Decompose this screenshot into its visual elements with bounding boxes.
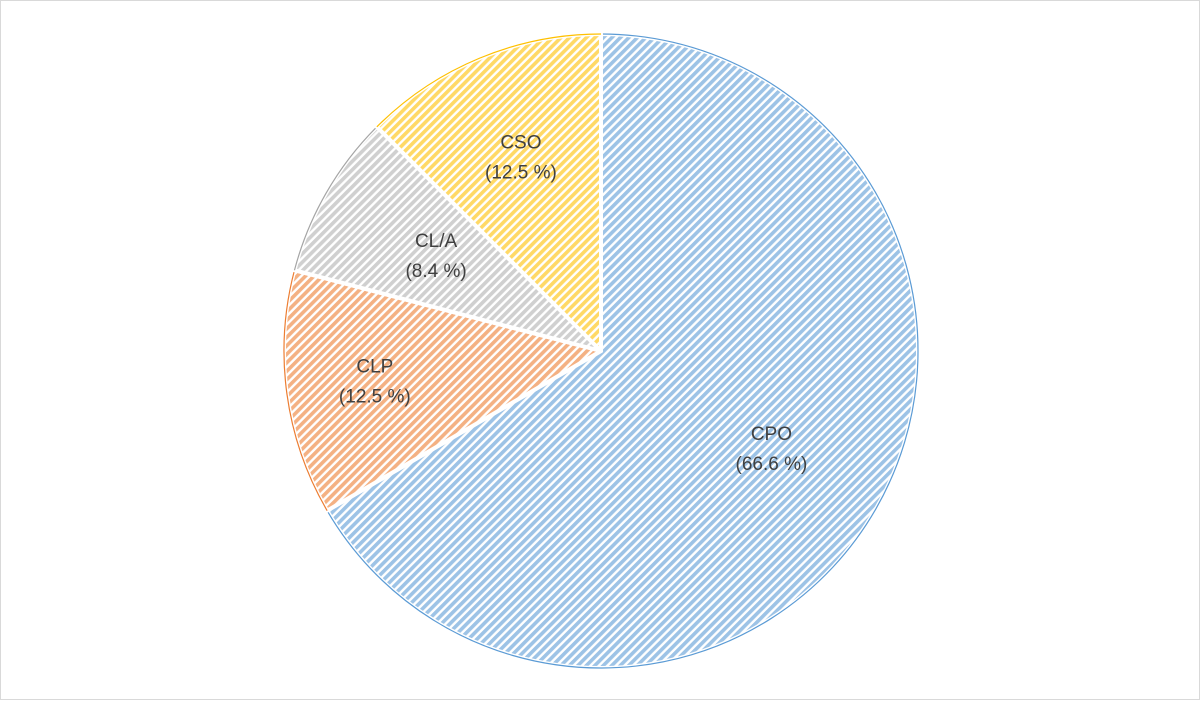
pie-slice-edge <box>376 33 602 128</box>
data-label-percent: (12.5 %) <box>339 387 411 408</box>
data-label-percent: (8.4 %) <box>405 261 466 282</box>
pie-slice-edge <box>326 33 919 669</box>
data-label-name: CSO <box>500 133 541 154</box>
data-label-name: CL/A <box>415 231 458 252</box>
data-label-name: CLP <box>356 357 393 378</box>
pie-slices <box>282 32 920 670</box>
data-label-percent: (66.6 %) <box>736 454 808 475</box>
pie-slice-edge <box>283 270 328 511</box>
data-label-name: CPO <box>751 424 792 445</box>
pie-labels: CPO (66.6 %) CLP (12.5 %) CL/A (8.4 %) CSO (12.… <box>339 133 807 475</box>
pie-slice-edge <box>293 126 378 271</box>
data-label-percent: (12.5 %) <box>485 163 557 184</box>
